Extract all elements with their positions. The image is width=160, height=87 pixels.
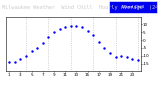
Text: Wind Chill: Wind Chill bbox=[122, 5, 144, 9]
Text: Milwaukee Weather  Wind Chill  Hourly Average  (24 Hours): Milwaukee Weather Wind Chill Hourly Aver… bbox=[2, 5, 160, 10]
Bar bbox=[109, 1, 157, 13]
